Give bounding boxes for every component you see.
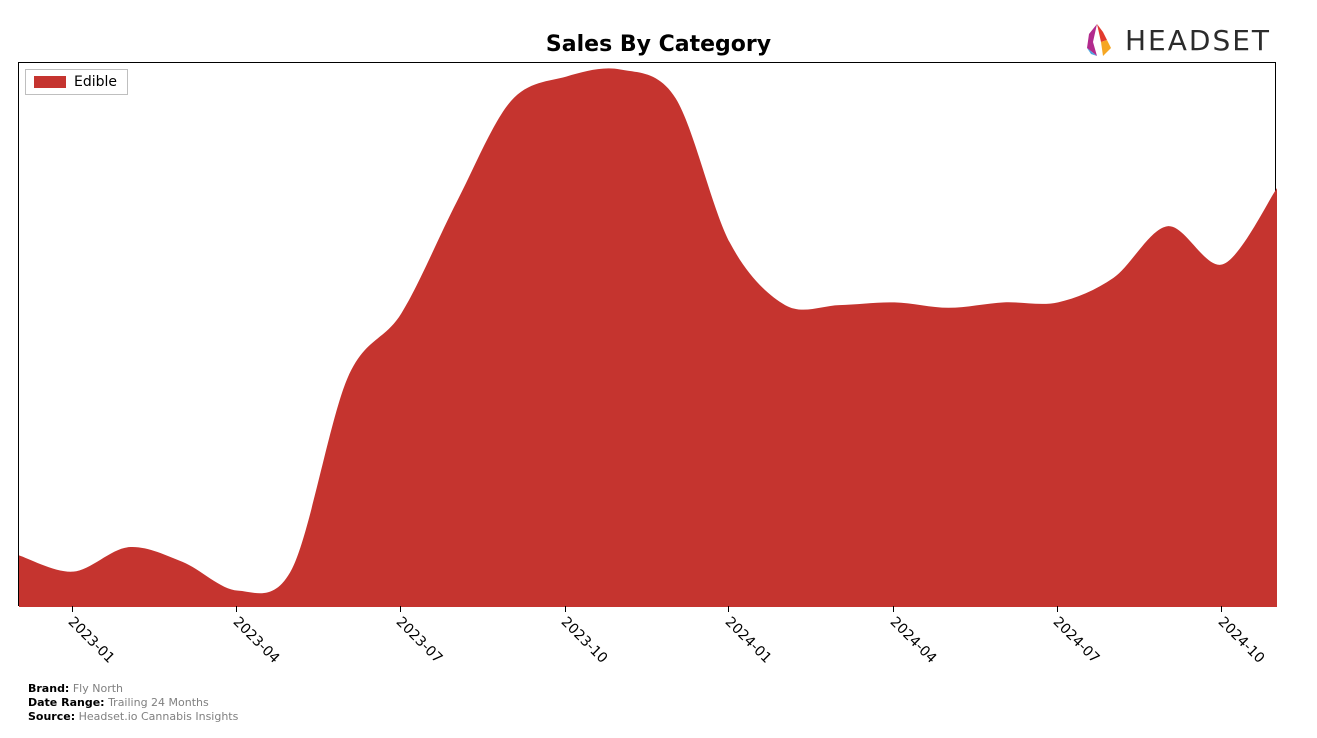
x-tick-label: 2023-10: [558, 614, 611, 667]
x-tick-mark: [1221, 606, 1222, 612]
x-tick-label: 2023-01: [65, 614, 118, 667]
x-tick-mark: [1057, 606, 1058, 612]
x-tick-mark: [728, 606, 729, 612]
headset-wordmark: HEADSET: [1125, 24, 1271, 57]
legend-label-edible: Edible: [74, 74, 117, 90]
legend-swatch-edible: [34, 76, 66, 88]
meta-source: Source: Headset.io Cannabis Insights: [28, 710, 238, 724]
x-tick-label: 2023-04: [230, 614, 283, 667]
headset-logo-mark: [1087, 24, 1111, 56]
x-tick-label: 2023-07: [393, 614, 446, 667]
meta-date-range-value: Trailing 24 Months: [108, 696, 209, 709]
meta-block: Brand: Fly North Date Range: Trailing 24…: [28, 682, 238, 723]
meta-brand-label: Brand:: [28, 682, 69, 695]
meta-date-range-label: Date Range:: [28, 696, 105, 709]
headset-logo-svg: HEADSET: [1077, 18, 1303, 62]
x-tick-label: 2024-01: [721, 614, 774, 667]
plot-area: Edible: [18, 62, 1276, 606]
meta-source-label: Source:: [28, 710, 75, 723]
x-tick-mark: [565, 606, 566, 612]
x-tick-mark: [400, 606, 401, 612]
headset-logo: HEADSET: [1077, 18, 1303, 66]
x-tick-mark: [893, 606, 894, 612]
x-tick-mark: [72, 606, 73, 612]
legend: Edible: [25, 69, 128, 95]
series-edible-area: [19, 68, 1277, 607]
meta-brand-value: Fly North: [73, 682, 123, 695]
x-tick-label: 2024-07: [1050, 614, 1103, 667]
x-tick-mark: [236, 606, 237, 612]
area-chart-svg: [19, 63, 1277, 607]
meta-date-range: Date Range: Trailing 24 Months: [28, 696, 238, 710]
chart-root: { "title": { "text": "Sales By Category"…: [0, 0, 1317, 738]
meta-source-value: Headset.io Cannabis Insights: [79, 710, 239, 723]
x-tick-label: 2024-04: [886, 614, 939, 667]
meta-brand: Brand: Fly North: [28, 682, 238, 696]
x-tick-label: 2024-10: [1215, 614, 1268, 667]
